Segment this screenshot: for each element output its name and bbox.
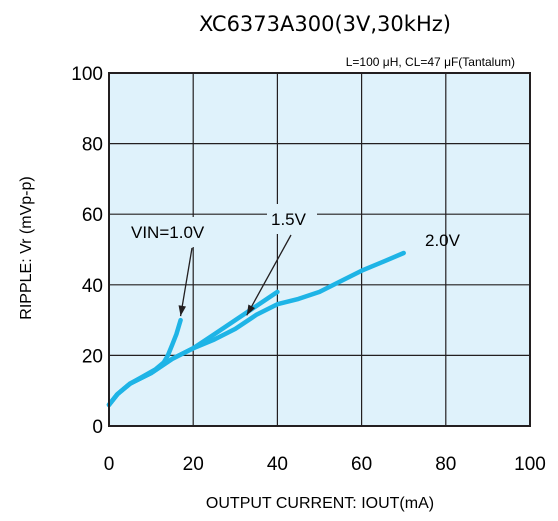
y-tick-label: 0 (92, 417, 103, 438)
x-tick-label: 0 (104, 454, 115, 475)
y-tick-label: 100 (71, 64, 103, 85)
x-tick-label: 60 (351, 454, 372, 475)
series-label-vin-1v: VIN=1.0V (131, 223, 205, 242)
chart-title: XC6373A300(3V,30kHz) (199, 12, 451, 36)
y-tick-label: 40 (82, 276, 103, 297)
plot-frame (108, 72, 531, 427)
y-tick-label: 80 (82, 135, 103, 156)
x-axis-label: OUTPUT CURRENT: IOUT(mA) (206, 495, 434, 512)
series-label-bg-2 (267, 204, 317, 234)
y-tick-labels: 0 20 40 60 80 100 (71, 64, 103, 438)
x-tick-label: 40 (267, 454, 288, 475)
series-line-2 (106, 250, 406, 408)
arrow-vin-1v (178, 247, 193, 317)
plot-area (109, 73, 530, 426)
x-tick-labels: 0 20 40 60 80 100 (104, 454, 546, 475)
x-tick-label: 20 (183, 454, 204, 475)
arrow-1-5v (246, 234, 292, 316)
series-label-2-0v: 2.0V (425, 231, 461, 250)
annotation-arrows (178, 234, 292, 317)
y-tick-label: 60 (82, 205, 103, 226)
series-label-1-5v: 1.5V (271, 210, 307, 229)
y-axis-label: RIPPLE: Vr (mVp-p) (18, 176, 35, 319)
x-tick-label: 100 (514, 454, 546, 475)
series-lines (106, 250, 406, 408)
test-conditions: L=100 μH, CL=47 μF(Tantalum) (346, 55, 515, 69)
x-tick-label: 80 (435, 454, 456, 475)
y-tick-label: 20 (82, 346, 103, 367)
series-label-bg-1 (128, 217, 226, 247)
